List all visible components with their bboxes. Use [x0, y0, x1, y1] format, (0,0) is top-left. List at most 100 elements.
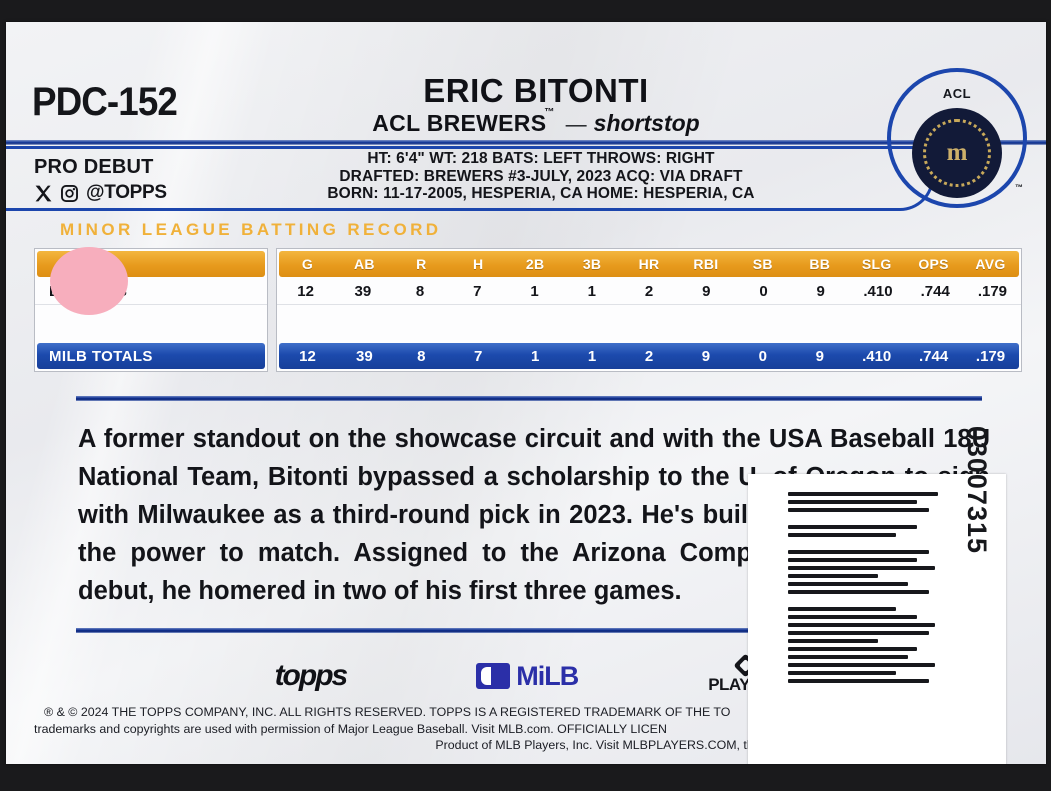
sticker-barcode-number: 03007315: [962, 425, 992, 554]
cell-slg: .410: [863, 283, 893, 300]
stats-values-column: G AB R H 2B 3B HR RBI SB BB SLG OPS AVG: [276, 248, 1022, 372]
sticker-line: [788, 500, 917, 504]
sticker-line: [788, 525, 917, 529]
brewers-ball-in-glove-icon: m: [912, 108, 1002, 198]
cell-ab: 39: [354, 283, 372, 300]
total-2b: 1: [530, 347, 540, 365]
sticker-line: [788, 639, 878, 643]
total-ab: 39: [356, 347, 373, 365]
sticker-line: [788, 631, 929, 635]
player-vitals: HT: 6'4" WT: 218 BATS: LEFT THROWS: RIGH…: [261, 150, 821, 203]
vitals-line-1: HT: 6'4" WT: 218 BATS: LEFT THROWS: RIGH…: [367, 150, 715, 167]
col-header-hr: HR: [638, 256, 660, 272]
sticker-gap: [788, 516, 938, 525]
bio-strip-top-line: [6, 146, 931, 149]
sticker-line: [788, 623, 935, 627]
total-3b: 1: [587, 347, 597, 365]
pro-debut-label: PRO DEBUT: [34, 156, 154, 178]
player-name: ERIC BITONTI: [423, 72, 649, 109]
total-avg: .179: [975, 347, 1006, 365]
fineprint-line-1: ® & © 2024 THE TOPPS COMPANY, INC. ALL R…: [44, 705, 731, 719]
cell-3b: 1: [587, 283, 596, 300]
total-h: 7: [474, 347, 483, 365]
sticker-gap: [788, 598, 938, 607]
sticker-line: [788, 582, 908, 586]
team-name: ACL BREWERS™: [372, 107, 555, 136]
stats-empty-space: [277, 305, 1021, 341]
stats-value-rows: 12 39 8 7 1 1 2 9 0 9 .410 .744 .179: [277, 279, 1021, 341]
col-header-bb: BB: [809, 256, 831, 272]
brewers-glyph: m: [946, 139, 968, 166]
pink-redaction-blob: [50, 247, 128, 315]
team-position-line: ACL BREWERS™ — shortstop: [256, 107, 816, 137]
cell-avg: .179: [977, 283, 1008, 300]
total-bb: 9: [815, 347, 824, 365]
milb-logo: MiLB: [476, 660, 579, 692]
stats-table: BREWERS MILB TOTALS G AB R H 2B 3B HR: [34, 248, 1022, 372]
player-position: shortstop: [593, 109, 700, 136]
table-row: 12 39 8 7 1 1 2 9 0 9 .410 .744 .179: [277, 279, 1021, 305]
sticker-line: [788, 655, 908, 659]
sticker-line: [788, 566, 935, 570]
total-slg: .410: [862, 347, 892, 365]
sticker-line: [788, 533, 896, 537]
total-sb: 0: [758, 347, 767, 365]
player-name-block: ERIC BITONTI ACL BREWERS™ — shortstop: [256, 74, 816, 137]
bio-divider-bottom: [76, 628, 982, 633]
separator-dash: —: [565, 112, 587, 136]
sticker-line: [788, 663, 935, 667]
col-header-r: R: [416, 256, 427, 272]
col-header-g: G: [301, 256, 314, 272]
cell-hr: 2: [644, 283, 654, 300]
cell-r: 8: [415, 283, 425, 300]
social-handles: @TOPPS: [34, 182, 167, 204]
sticker-line: [788, 607, 896, 611]
milb-wordmark: MiLB: [516, 660, 579, 691]
col-header-ops: OPS: [918, 256, 949, 272]
instagram-icon: [61, 184, 78, 202]
cell-2b: 1: [530, 283, 539, 300]
total-hr: 2: [644, 347, 654, 365]
totals-label: MILB TOTALS: [49, 347, 153, 365]
total-g: 12: [299, 347, 316, 365]
sticker-gap: [788, 541, 938, 550]
col-header-rbi: RBI: [693, 256, 719, 272]
roundel-inner-dotted-ring: m: [923, 119, 991, 187]
cell-sb: 0: [759, 283, 768, 300]
vitals-line-3: BORN: 11-17-2005, HESPERIA, CA HOME: HES…: [327, 185, 755, 202]
card-serial-number: PDC-152: [32, 80, 178, 124]
cell-h: 7: [473, 283, 482, 300]
player-bio-text: A former standout on the showcase circui…: [78, 425, 990, 605]
roundel-outer-ring: [887, 68, 1027, 208]
x-logo-icon: [35, 185, 52, 201]
col-header-sb: SB: [752, 256, 773, 272]
cell-bb: 9: [816, 283, 825, 300]
trademark-symbol: ™: [544, 107, 555, 118]
sticker-line: [788, 590, 929, 594]
fineprint-line-2: trademarks and copyrights are used with …: [34, 721, 667, 736]
sticker-line: [788, 615, 917, 619]
baseball-card-back: PDC-152 ERIC BITONTI ACL BREWERS™ — shor…: [6, 22, 1046, 764]
team-logo-roundel: ACL m ™: [887, 68, 1027, 208]
sticker-line: [788, 574, 878, 578]
totals-label-bar: MILB TOTALS: [37, 343, 265, 369]
white-label-sticker: 03007315: [748, 426, 1006, 764]
total-ops: .744: [919, 347, 949, 365]
sticker-line: [788, 679, 929, 683]
stats-section-title: MINOR LEAGUE BATTING RECORD: [60, 220, 442, 239]
col-header-2b: 2B: [525, 256, 545, 272]
sticker-text-block: [788, 492, 938, 687]
topps-handle: @TOPPS: [86, 182, 167, 203]
col-header-avg: AVG: [975, 256, 1006, 272]
col-header-slg: SLG: [861, 256, 892, 272]
bio-divider-top: [76, 396, 982, 401]
logo-trademark: ™: [1015, 183, 1023, 192]
sticker-line: [788, 508, 929, 512]
sticker-line: [788, 492, 938, 496]
stats-column-headers: G AB R H 2B 3B HR RBI SB BB SLG OPS AVG: [279, 251, 1019, 277]
topps-logo: topps: [274, 659, 349, 692]
sticker-line: [788, 558, 917, 562]
header-blue-rule: [6, 140, 1046, 145]
mlb-silhouette-icon: [476, 663, 511, 689]
